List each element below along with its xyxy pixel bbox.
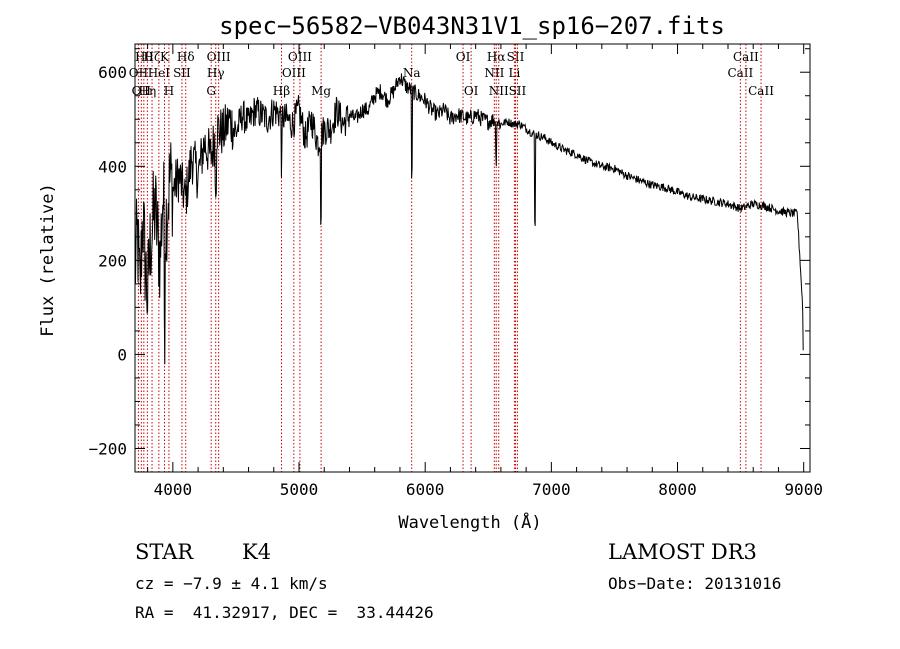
object-class: STAR [135, 540, 194, 564]
line-marker-label: CaII [733, 50, 759, 64]
line-marker-label: SII [507, 50, 525, 64]
axis-ticks: 4000 5000 6000 7000 8000 9000 −200 0 200 400 600 [88, 44, 823, 499]
y-tick-label: 0 [117, 345, 127, 364]
line-marker-label: Hα [487, 50, 506, 64]
line-marker-label: Hγ [207, 66, 225, 80]
observation-date: Obs−Date: 20131016 [608, 574, 782, 593]
sky-coordinates: RA = 41.32917, DEC = 33.44426 [135, 603, 434, 622]
x-tick-label: 5000 [280, 480, 319, 499]
line-marker-label: Na [403, 66, 421, 80]
y-tick-label: 400 [98, 157, 127, 176]
spectrum-line [134, 73, 804, 365]
line-marker-label: Mg [311, 84, 331, 98]
line-marker-label: Hθ [135, 50, 153, 64]
x-tick-label: 7000 [532, 480, 571, 499]
x-tick-label: 8000 [658, 480, 697, 499]
line-marker-label: NII [484, 66, 504, 80]
line-marker-label: Hζ [144, 50, 161, 64]
line-marker-label: OI [456, 50, 471, 64]
y-tick-label: 600 [98, 63, 127, 82]
line-marker-label: SII [509, 84, 527, 98]
line-marker-label: Hδ [177, 50, 195, 64]
y-axis-label: Flux (relative) [38, 183, 58, 337]
line-marker-label: SII [173, 66, 191, 80]
x-tick-label: 9000 [784, 480, 823, 499]
line-marker-label: HeI [148, 66, 171, 80]
chart-title: spec−56582−VB043N31V1_sp16−207.fits [219, 12, 725, 40]
redshift-cz: cz = −7.9 ± 4.1 km/s [135, 574, 328, 593]
line-marker-label: Hβ [273, 84, 290, 98]
line-marker-label: OIII [288, 50, 312, 64]
line-marker-label: K [160, 50, 170, 64]
line-marker-label: G [206, 84, 216, 98]
line-marker-label: H [164, 84, 174, 98]
x-tick-label: 4000 [154, 480, 193, 499]
line-marker-label: Hη [139, 84, 157, 98]
survey-name: LAMOST DR3 [608, 540, 757, 564]
line-marker-label: OII [129, 66, 149, 80]
y-tick-label: 200 [98, 251, 127, 270]
plot-frame [134, 43, 811, 473]
line-marker-label: OII [132, 84, 152, 98]
line-marker-label: CaII [727, 66, 753, 80]
y-tick-label: −200 [88, 439, 127, 458]
line-marker-label: OIII [207, 50, 231, 64]
line-marker-label: NII [489, 84, 509, 98]
line-marker-label: CaII [748, 84, 774, 98]
x-axis-label: Wavelength (Å) [398, 511, 541, 533]
x-tick-label: 6000 [406, 480, 445, 499]
line-marker-label: OIII [282, 66, 306, 80]
line-marker-label: OI [464, 84, 479, 98]
object-subclass: K4 [242, 540, 272, 564]
line-marker-label: Li [508, 66, 520, 80]
